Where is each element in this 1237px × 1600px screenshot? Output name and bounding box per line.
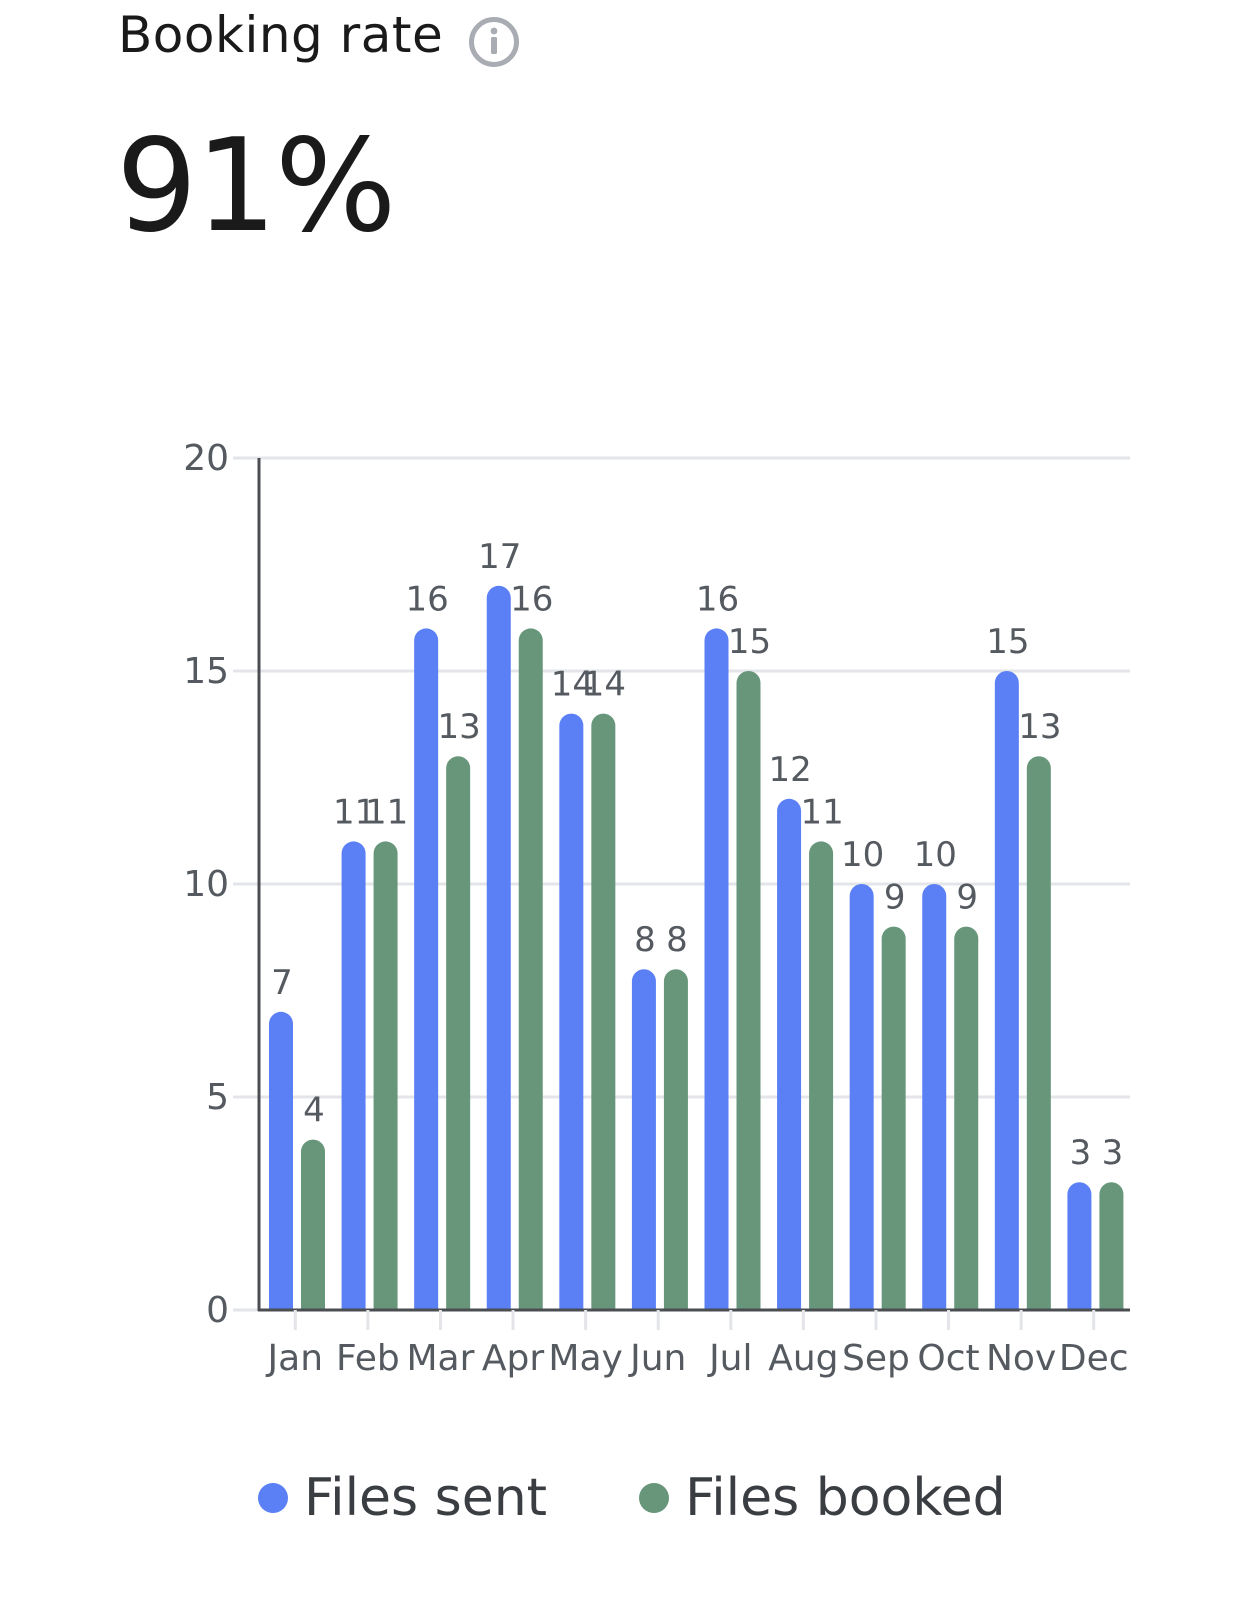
bar-files-booked-jan[interactable]	[301, 1139, 325, 1310]
data-label-files-booked-aug: 11	[800, 792, 843, 832]
bar-files-booked-apr[interactable]	[518, 628, 543, 1310]
data-label-files-booked-jul: 15	[728, 622, 771, 662]
bar-files-booked-mar[interactable]	[446, 756, 471, 1310]
axes	[257, 458, 1130, 1312]
bar-files-sent-dec[interactable]	[1067, 1182, 1092, 1310]
bar-files-sent-apr[interactable]	[486, 585, 511, 1310]
y-tick-label: 5	[206, 1077, 229, 1118]
y-tick-label: 0	[206, 1290, 229, 1331]
gridlines	[233, 456, 1130, 1312]
bar-files-booked-aug[interactable]	[809, 841, 834, 1310]
data-label-files-sent-dec: 3	[1070, 1133, 1092, 1173]
bar-files-sent-jan[interactable]	[269, 1011, 293, 1310]
data-label-files-sent-mar: 16	[406, 579, 449, 619]
bar-files-sent-feb[interactable]	[341, 841, 366, 1310]
x-tick-label-sep: Sep	[842, 1338, 910, 1379]
bar-files-sent-aug[interactable]	[777, 798, 802, 1310]
bar-files-booked-jul[interactable]	[736, 671, 761, 1310]
x-tick-label-dec: Dec	[1059, 1338, 1129, 1379]
legend-item-files-sent[interactable]: Files sent	[258, 1468, 547, 1528]
x-tick-label-feb: Feb	[336, 1338, 400, 1379]
data-label-files-sent-apr: 17	[478, 537, 521, 577]
data-label-files-sent-aug: 12	[768, 750, 811, 790]
data-label-files-sent-sep: 10	[841, 835, 884, 875]
bar-files-booked-jun[interactable]	[663, 969, 688, 1310]
y-tick-label: 15	[183, 651, 229, 692]
data-label-files-booked-mar: 13	[438, 707, 481, 747]
data-label-files-booked-feb: 11	[365, 792, 408, 832]
data-label-files-sent-nov: 15	[986, 622, 1029, 662]
data-label-files-booked-apr: 16	[510, 579, 553, 619]
bar-files-sent-mar[interactable]	[414, 628, 439, 1310]
y-tick-label: 20	[183, 438, 229, 479]
data-label-files-sent-may: 14	[551, 665, 594, 705]
legend: Files sent Files booked	[258, 1468, 1098, 1528]
data-label-files-booked-oct: 9	[956, 878, 978, 918]
booking-rate-value: 91%	[116, 112, 396, 261]
data-label-files-sent-oct: 10	[914, 835, 957, 875]
bar-files-sent-may[interactable]	[559, 713, 584, 1310]
legend-label-files-booked: Files booked	[685, 1468, 1006, 1528]
bars	[269, 585, 1124, 1310]
legend-dot-files-booked	[639, 1483, 670, 1513]
bar-files-sent-sep[interactable]	[849, 884, 874, 1310]
data-label-files-booked-jan: 4	[303, 1091, 325, 1131]
bar-files-sent-nov[interactable]	[994, 671, 1019, 1310]
data-label-files-sent-feb: 11	[333, 792, 376, 832]
bar-files-booked-sep[interactable]	[881, 926, 906, 1310]
x-tick-label-jan: Jan	[266, 1338, 324, 1379]
data-label-files-booked-jun: 8	[666, 920, 688, 960]
bar-files-sent-oct[interactable]	[922, 884, 947, 1310]
bar-files-sent-jul[interactable]	[704, 628, 729, 1310]
legend-item-files-booked[interactable]: Files booked	[639, 1468, 1006, 1528]
x-tick-label-jun: Jun	[628, 1338, 686, 1379]
bar-files-booked-nov[interactable]	[1026, 756, 1051, 1310]
chart-title: Booking rate	[118, 6, 444, 64]
bar-files-booked-may[interactable]	[591, 713, 616, 1310]
y-axis-ticks: 0 5 10 15 20	[183, 438, 229, 1331]
x-tick-label-mar: Mar	[406, 1338, 474, 1379]
info-icon[interactable]	[468, 16, 520, 68]
y-tick-label: 10	[183, 864, 229, 905]
bar-files-booked-oct[interactable]	[954, 926, 979, 1310]
x-tick-label-oct: Oct	[917, 1338, 979, 1379]
x-tick-label-jul: Jul	[707, 1338, 752, 1379]
bar-files-booked-feb[interactable]	[373, 841, 398, 1310]
data-label-files-sent-jun: 8	[634, 920, 656, 960]
bar-files-booked-dec[interactable]	[1099, 1182, 1124, 1310]
x-axis-ticks: Jan Feb Mar Apr May Jun Jul Aug Sep Oct Nov Dec	[266, 1310, 1129, 1379]
legend-dot-files-sent	[258, 1483, 288, 1513]
data-label-files-sent-jul: 16	[696, 579, 739, 619]
data-label-files-booked-may: 14	[583, 665, 626, 705]
x-tick-label-nov: Nov	[986, 1338, 1056, 1379]
data-label-files-booked-dec: 3	[1102, 1133, 1124, 1173]
legend-label-files-sent: Files sent	[304, 1468, 548, 1528]
data-label-files-booked-nov: 13	[1018, 707, 1061, 747]
bar-files-sent-jun[interactable]	[631, 969, 656, 1310]
x-tick-label-may: May	[548, 1338, 622, 1379]
data-label-files-booked-sep: 9	[884, 878, 906, 918]
x-tick-label-aug: Aug	[768, 1338, 838, 1379]
x-tick-label-apr: Apr	[482, 1338, 544, 1379]
data-label-files-sent-jan: 7	[271, 963, 293, 1003]
